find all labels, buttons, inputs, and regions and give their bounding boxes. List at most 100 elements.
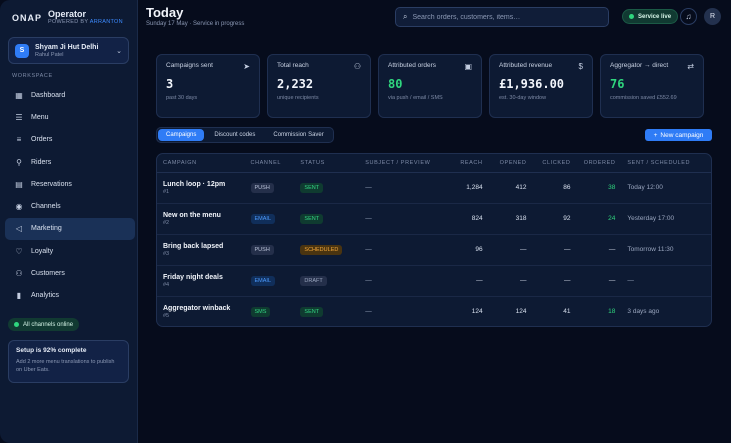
stat-label: Attributed revenue (499, 62, 553, 69)
status-badge: SENT (300, 213, 324, 224)
sidebar-item-analytics[interactable]: ▮ Analytics (5, 285, 135, 307)
plus-icon: + (653, 131, 658, 139)
sidebar-item-marketing[interactable]: ◁ Marketing (5, 217, 135, 241)
sent-scheduled-cell: Today 12:00 (621, 172, 711, 204)
column-header[interactable]: ORDERED (576, 154, 622, 173)
campaign-id: #3 (163, 250, 170, 257)
setup-card[interactable]: Setup is 92% complete Add 2 more menu tr… (8, 340, 129, 383)
reach-cell: 124 (471, 308, 483, 316)
sidebar: ONAP Operator POWERED BY ARRANTON S Shya… (0, 0, 138, 443)
channel-badge: EMAIL (250, 213, 276, 224)
opened-cell: 318 (488, 203, 533, 235)
stat-value: 2,232 (277, 77, 314, 91)
column-header[interactable]: OPENED (488, 154, 533, 173)
stat-card: Attributed orders ▣ 80 via push / email / S… (378, 54, 482, 118)
new-campaign-button[interactable]: + New campaign (645, 129, 712, 141)
sent-scheduled-cell: Tomorrow 11:30 (621, 234, 711, 266)
menu-icon: ☰ (15, 112, 23, 122)
table-row[interactable]: Lunch loop · 12pm #1 PUSH SENT —1,284 412 86 38… (157, 172, 711, 204)
search-input[interactable] (412, 13, 601, 21)
status-badge: DRAFT (300, 275, 327, 286)
opened-cell: 124 (515, 308, 527, 316)
column-header[interactable]: SENT / SCHEDULED (621, 154, 711, 173)
column-header[interactable]: CHANNEL (244, 154, 295, 173)
stat-note: est. 30-day window (499, 95, 547, 101)
table-row[interactable]: Friday night deals #4 EMAIL DRAFT — — — — — — (157, 265, 711, 297)
column-header[interactable]: STATUS (294, 154, 360, 173)
status-dot-icon (629, 14, 634, 19)
service-status-badge[interactable]: Service live (622, 9, 679, 24)
clipboard-icon: ▣ (464, 62, 472, 71)
column-header[interactable]: SUBJECT / PREVIEW (359, 154, 449, 173)
tab-discount-codes[interactable]: Discount codes (214, 132, 256, 138)
channel-badge: PUSH (250, 244, 274, 255)
table-row[interactable]: Bring back lapsed #3 PUSH SCHEDULED —96— — — To… (157, 234, 711, 266)
sidebar-item-label: Customers (31, 270, 65, 278)
status-cell: DRAFT (294, 265, 360, 297)
megaphone-icon: ◁ (15, 224, 23, 234)
channel-cell: SMS (245, 296, 295, 326)
sidebar-item-customers[interactable]: ⚇ Customers (5, 262, 135, 284)
campaign-name: New on the menu (163, 211, 221, 219)
ordered-cell: 18 (608, 308, 616, 316)
campaign-name: Lunch loop · 12pm (163, 180, 226, 188)
campaign-cell: Lunch loop · 12pm #1 (157, 172, 245, 204)
avatar[interactable]: R (704, 8, 721, 25)
stat-note: unique recipients (277, 95, 319, 101)
sent-scheduled-cell: — (621, 265, 711, 297)
sidebar-item-menu[interactable]: ☰ Menu (5, 106, 135, 128)
sidebar-item-dashboard[interactable]: ▦ Dashboard (5, 84, 135, 106)
swap-icon: ⇄ (687, 62, 694, 71)
status-cell: SENT (294, 203, 360, 235)
campaign-cell: Bring back lapsed #3 (157, 234, 245, 266)
search-icon: ⌕ (403, 12, 408, 21)
tab-campaigns[interactable]: Campaigns (158, 129, 205, 141)
ordered-cell: — (576, 234, 622, 266)
table-row[interactable]: New on the menu #2 EMAIL SENT —824 318 92 24 Yes… (157, 203, 711, 235)
channels-status: All channels online (8, 318, 80, 331)
clicked-cell: — (532, 265, 577, 297)
subject-cell: — (359, 265, 449, 297)
subject-cell: — (359, 234, 449, 266)
stat-note: past 30 days (166, 95, 198, 101)
sidebar-item-orders[interactable]: ≡ Orders (5, 129, 135, 151)
column-header[interactable]: CLICKED (532, 154, 577, 173)
column-header[interactable]: REACH (448, 154, 489, 173)
ordered-cell: — (576, 265, 622, 297)
sidebar-item-label: Menu (31, 113, 49, 121)
workspace-user: Rahul Patel (35, 51, 64, 58)
table-row[interactable]: Aggregator winback #5 SMS SENT — 124 124 41 18 3 … (157, 296, 711, 326)
setup-title: Setup is 92% complete (16, 347, 87, 354)
page-title: Today (146, 5, 184, 20)
reach-cell: 824 (448, 203, 489, 235)
sidebar-item-label: Riders (31, 158, 52, 166)
sidebar-item-reservations[interactable]: ▤ Reservations (5, 173, 135, 195)
stats-row: Campaigns sent ➤ 3 past 30 days Total reach ⚇… (156, 54, 704, 118)
status-cell: SCHEDULED (294, 234, 360, 266)
campaign-name: Aggregator winback (163, 304, 231, 312)
users-icon: ⚇ (353, 62, 361, 71)
sidebar-item-loyalty[interactable]: ♡ Loyalty (5, 240, 135, 262)
column-header[interactable]: CAMPAIGN (157, 154, 245, 173)
sidebar-item-channels[interactable]: ◉ Channels (5, 195, 135, 217)
calendar-icon: ▤ (15, 179, 23, 189)
workspace-switcher[interactable]: S Shyam Ji Hut Delhi Rahul Patel ⌄ (8, 37, 129, 64)
brand[interactable]: ONAP Operator POWERED BY ARRANTON (12, 9, 123, 26)
workspace-avatar: S (15, 43, 29, 58)
stat-value: 80 (388, 77, 403, 91)
clicked-cell: 41 (563, 308, 571, 316)
dollar-icon: $ (578, 62, 583, 71)
campaign-cell: Aggregator winback #5 (157, 296, 245, 326)
sidebar-item-riders[interactable]: ⚲ Riders (5, 151, 135, 173)
campaign-name: Bring back lapsed (163, 242, 224, 250)
clicked-cell: 86 (532, 172, 577, 204)
tab-commission-saver[interactable]: Commission Saver (273, 132, 324, 138)
stat-label: Total reach (277, 62, 309, 69)
search-bar[interactable]: ⌕ (395, 7, 609, 27)
sidebar-item-label: Reservations (31, 180, 72, 188)
sidebar-nav: ▦ Dashboard ☰ Menu ≡ Orders ⚲ Riders ▤ Reservatio… (5, 84, 135, 307)
sidebar-item-label: Orders (31, 136, 53, 144)
sidebar-item-label: Analytics (31, 292, 60, 300)
stat-value: £1,936.00 (499, 77, 565, 91)
bell-icon[interactable]: ♫ (680, 8, 697, 25)
